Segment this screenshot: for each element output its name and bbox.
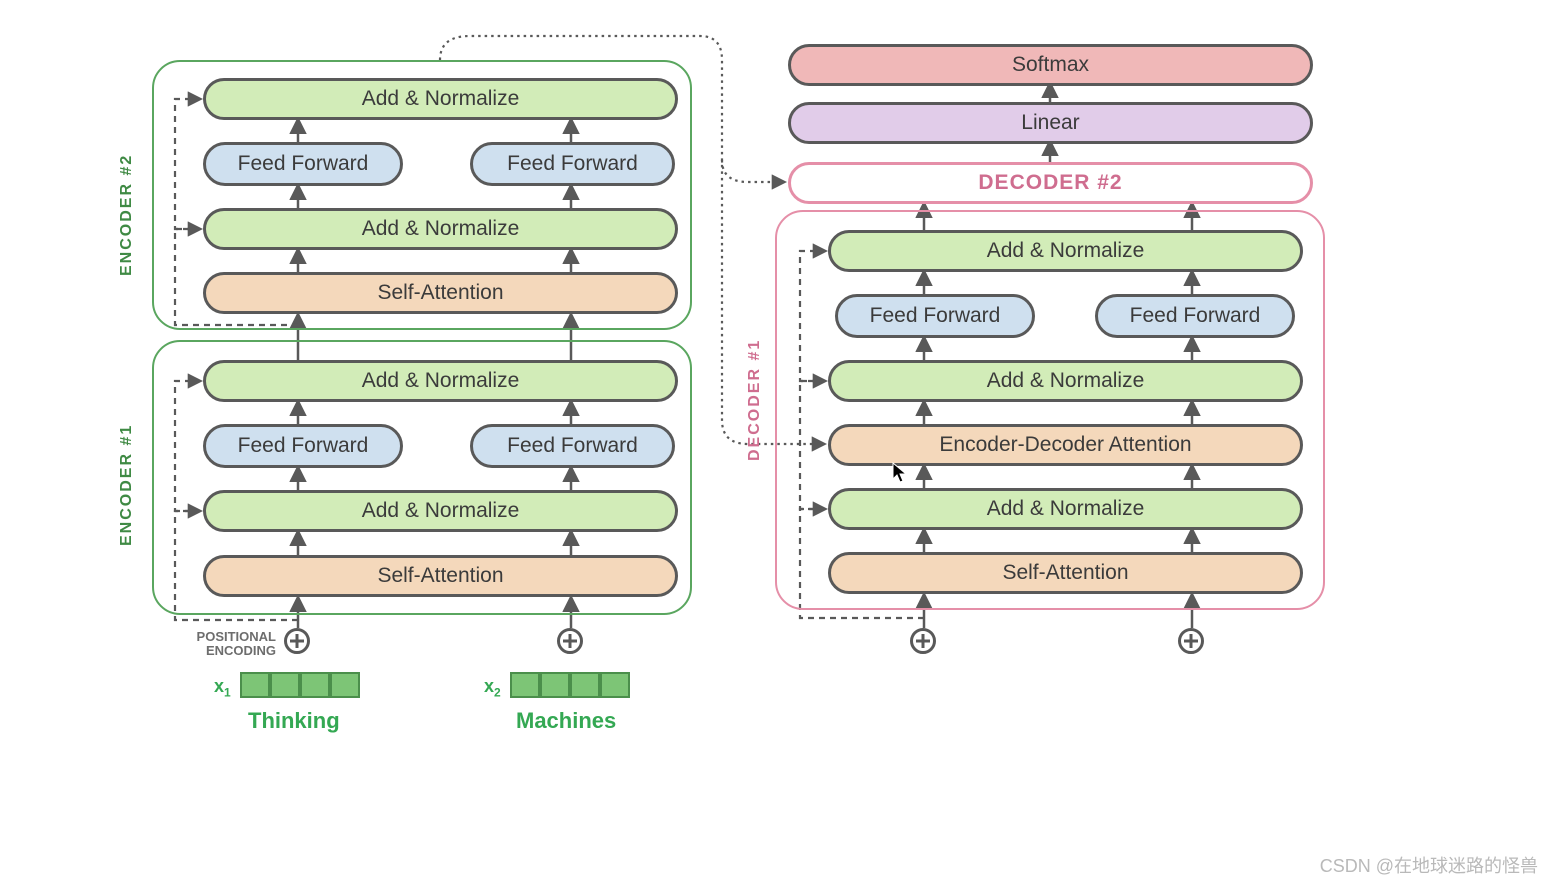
dec1-enc-dec-attention: Encoder-Decoder Attention — [828, 424, 1303, 466]
x1-label: x1 — [214, 676, 231, 700]
dec1-ff-right: Feed Forward — [1095, 294, 1295, 338]
enc1-ff-right: Feed Forward — [470, 424, 675, 468]
x2-label: x2 — [484, 676, 501, 700]
dec1-add-norm-bot: Add & Normalize — [828, 488, 1303, 530]
dec1-add-norm-top: Add & Normalize — [828, 230, 1303, 272]
decoder-2-box: DECODER #2 — [788, 162, 1313, 204]
diagram-canvas: ENCODER #2 Add & Normalize Feed Forward … — [0, 0, 1556, 888]
encoder-2-label: ENCODER #2 — [118, 130, 136, 300]
enc1-self-attention: Self-Attention — [203, 555, 678, 597]
enc1-ff-left: Feed Forward — [203, 424, 403, 468]
linear-layer: Linear — [788, 102, 1313, 144]
dec1-ff-left: Feed Forward — [835, 294, 1035, 338]
input-word-1: Thinking — [248, 708, 340, 734]
encoder-1-label: ENCODER #1 — [118, 400, 136, 570]
cursor-icon — [892, 462, 910, 490]
enc1-add-norm-top: Add & Normalize — [203, 360, 678, 402]
pe-add-icon-4 — [1178, 628, 1204, 654]
enc2-self-attention: Self-Attention — [203, 272, 678, 314]
dec1-self-attention: Self-Attention — [828, 552, 1303, 594]
dec1-add-norm-mid: Add & Normalize — [828, 360, 1303, 402]
enc2-add-norm-top: Add & Normalize — [203, 78, 678, 120]
enc2-ff-right: Feed Forward — [470, 142, 675, 186]
decoder-1-label: DECODER #1 — [746, 300, 764, 500]
enc2-add-norm-mid: Add & Normalize — [203, 208, 678, 250]
watermark-text: CSDN @在地球迷路的怪兽 — [1320, 852, 1538, 878]
pe-add-icon-2 — [557, 628, 583, 654]
token-embedding-1 — [240, 672, 360, 698]
pe-add-icon-3 — [910, 628, 936, 654]
softmax-layer: Softmax — [788, 44, 1313, 86]
pe-add-icon-1 — [284, 628, 310, 654]
token-embedding-2 — [510, 672, 630, 698]
input-word-2: Machines — [516, 708, 616, 734]
enc2-ff-left: Feed Forward — [203, 142, 403, 186]
enc1-add-norm-mid: Add & Normalize — [203, 490, 678, 532]
positional-encoding-label: POSITIONALENCODING — [186, 630, 276, 658]
